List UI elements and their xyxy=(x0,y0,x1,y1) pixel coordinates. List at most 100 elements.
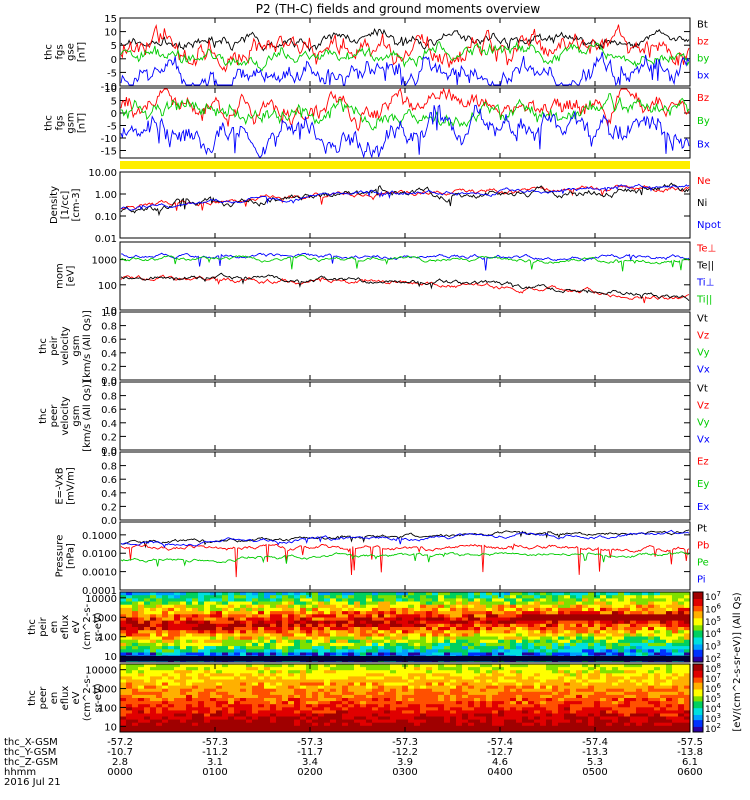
peer_eflux-cell xyxy=(462,719,469,724)
peir_eflux-cell xyxy=(144,601,151,606)
peir_eflux-cell xyxy=(432,611,439,615)
peir_eflux-cell xyxy=(288,592,295,596)
peir_eflux-cell xyxy=(342,636,349,641)
peer_eflux-cell xyxy=(342,694,349,699)
peer_eflux-cell xyxy=(582,707,589,711)
peer_eflux-cell xyxy=(516,704,523,708)
peir_eflux-cell xyxy=(420,630,427,634)
peer_eflux-cell xyxy=(540,716,547,720)
peir_eflux-cell xyxy=(330,627,337,631)
peer_eflux-cell xyxy=(474,685,481,690)
peir_eflux-cell xyxy=(348,614,355,618)
peir_eflux-cell xyxy=(342,649,349,653)
peer_eflux-cell xyxy=(324,716,331,720)
peir_eflux-cell xyxy=(396,633,403,637)
peer_eflux-cell xyxy=(588,725,595,730)
peir_eflux-cell xyxy=(612,649,619,653)
peer_eflux-cell xyxy=(324,713,331,717)
colorbar-tick-exp: 4 xyxy=(716,702,721,710)
peir_eflux-cell xyxy=(174,642,181,647)
peir_eflux-cell xyxy=(624,633,631,637)
peir_eflux-cell xyxy=(294,607,301,612)
peer_eflux-cell xyxy=(234,719,241,724)
peir_eflux-cell xyxy=(306,633,313,637)
peer_eflux-cell xyxy=(420,710,427,714)
peer_eflux-cell xyxy=(510,725,517,730)
peir_eflux-cell xyxy=(246,636,253,641)
peer_eflux-cell xyxy=(432,676,439,680)
peer_eflux-cell xyxy=(204,722,211,727)
peer_eflux-cell xyxy=(300,710,307,714)
peer_eflux-cell xyxy=(330,728,337,733)
peer_eflux-cell xyxy=(294,673,301,677)
peer_eflux-cell xyxy=(420,685,427,690)
peer_eflux-cell xyxy=(594,679,601,683)
peir_eflux-cell xyxy=(546,649,553,653)
peir_eflux-cell xyxy=(300,627,307,631)
peer_eflux-cell xyxy=(546,707,553,711)
peir_eflux-cell xyxy=(558,607,565,612)
peer_eflux-cell xyxy=(390,691,397,696)
peir_eflux-cell xyxy=(564,601,571,606)
peir_eflux-cell xyxy=(390,630,397,634)
peir_eflux-cell xyxy=(330,652,337,657)
peir_eflux-cell xyxy=(630,623,637,628)
peer_eflux-cell xyxy=(162,704,169,708)
peir_eflux-cell xyxy=(588,649,595,653)
peir_eflux-cell xyxy=(144,617,151,622)
peer_eflux-cell xyxy=(132,673,139,677)
peir_eflux-cell xyxy=(660,611,667,615)
peir_eflux-cell xyxy=(186,627,193,631)
peer_eflux-cell xyxy=(180,664,187,668)
peer_eflux-cell xyxy=(456,719,463,724)
peir_velocity-frame xyxy=(119,311,691,381)
peir_eflux-cell xyxy=(312,607,319,612)
peir_eflux-cell xyxy=(420,607,427,612)
peer_velocity-ylabel: [km/s (All Qs)] xyxy=(82,380,93,452)
peir_eflux-cell xyxy=(186,630,193,634)
peer_eflux-cell xyxy=(432,673,439,677)
peer_eflux-cell xyxy=(228,698,235,702)
peer_eflux-cell xyxy=(444,667,451,671)
peir_eflux-cell xyxy=(576,642,583,647)
peer_eflux-cell xyxy=(456,725,463,730)
peer_eflux-cell xyxy=(348,679,355,683)
peir_eflux-cell xyxy=(126,601,133,606)
peir_eflux-cell xyxy=(144,623,151,628)
peer_eflux-cell xyxy=(252,676,259,680)
peir_eflux-cell xyxy=(666,636,673,641)
peer_eflux-cell xyxy=(246,667,253,671)
peir_eflux-cell xyxy=(612,646,619,650)
peir_eflux-cell xyxy=(312,627,319,631)
peer_eflux-cell xyxy=(306,667,313,671)
peir_eflux-cell xyxy=(210,614,217,618)
peir_eflux-cell xyxy=(246,598,253,602)
peer_eflux-cell xyxy=(462,701,469,705)
colorbar-tick: 103 xyxy=(705,640,721,653)
peir_eflux-cell xyxy=(672,652,679,657)
peir_eflux-cell xyxy=(246,601,253,606)
peir_eflux-cell xyxy=(180,636,187,641)
peer_eflux-cell xyxy=(282,691,289,696)
peir_eflux-cell xyxy=(120,598,127,602)
peer_eflux-cell xyxy=(168,679,175,683)
peir_eflux-cell xyxy=(306,642,313,647)
peer_eflux-cell xyxy=(204,704,211,708)
peer_eflux-cell xyxy=(564,676,571,680)
peer_eflux-cell xyxy=(444,698,451,702)
peer_eflux-cell xyxy=(258,722,265,727)
peer_eflux-cell xyxy=(576,728,583,733)
peir_eflux-cell xyxy=(528,630,535,634)
peir_eflux-cell xyxy=(162,627,169,631)
peer_eflux-cell xyxy=(120,728,127,733)
peir_eflux-cell xyxy=(624,607,631,612)
peir_eflux-cell xyxy=(528,639,535,644)
peir_eflux-cell xyxy=(204,623,211,628)
peir_eflux-cell xyxy=(180,630,187,634)
peer_eflux-cell xyxy=(612,688,619,693)
peer_eflux-cell xyxy=(126,679,133,683)
peer_eflux-cell xyxy=(570,673,577,677)
peir_eflux-cell xyxy=(474,649,481,653)
peer_eflux-cell xyxy=(660,728,667,733)
peir_eflux-cell xyxy=(132,649,139,653)
